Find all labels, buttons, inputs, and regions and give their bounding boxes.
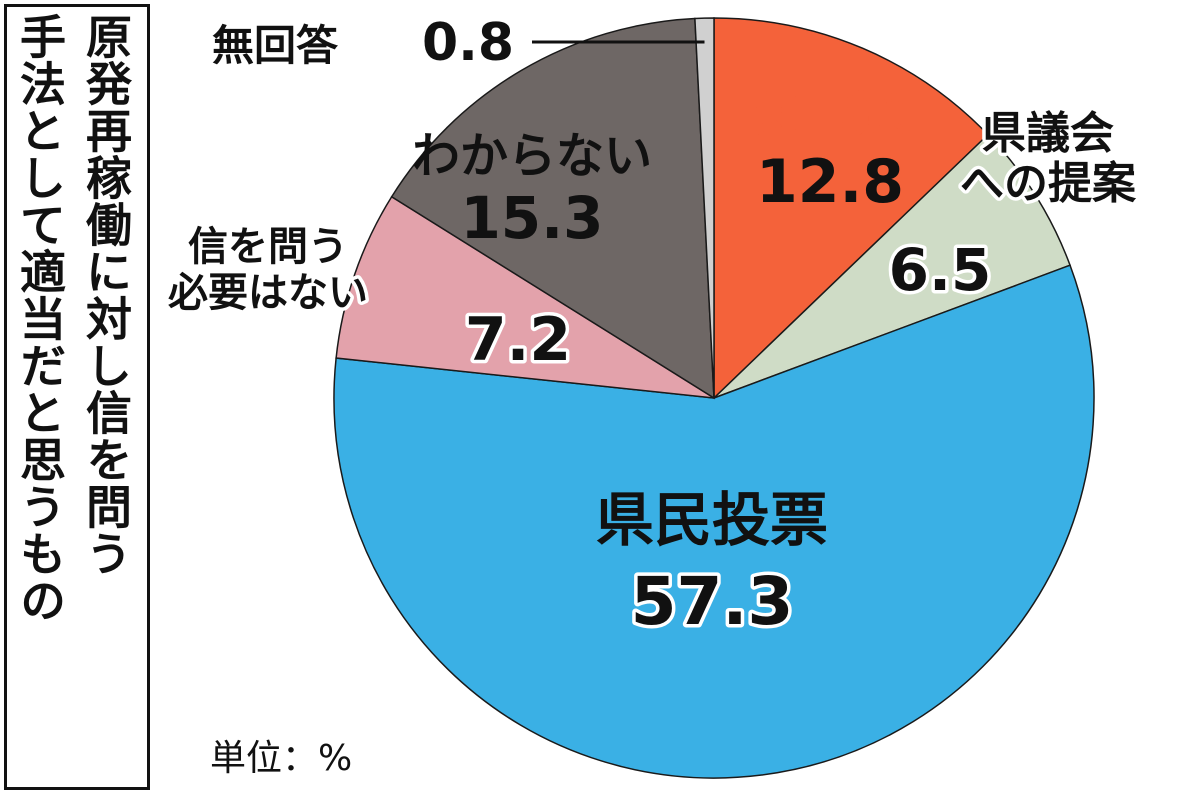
pie-slices xyxy=(333,17,1095,779)
slice-label-name-1-0: 県議会 xyxy=(982,108,1114,159)
slice-label-name-3-0: 信を問う xyxy=(188,224,348,270)
slice-label-value-4: 15.3 xyxy=(460,184,603,252)
chart-title-line-1: 原発再稼働に対し信を問う xyxy=(79,13,133,577)
slice-label-name-1-1: への提案 xyxy=(960,158,1137,209)
slice-label-name-3-1: 必要はない xyxy=(168,270,368,316)
chart-title-line-2: 手法として適当だと思うもの xyxy=(13,13,67,624)
slice-label-value-2: 57.3 xyxy=(631,563,794,640)
slice-label-name-5: 無回答 xyxy=(212,21,339,70)
slice-label-value-3: 7.2 xyxy=(465,305,571,375)
slice-label-name-0-0: 知事選 xyxy=(755,84,905,142)
unit-note: 単位：% xyxy=(210,738,352,779)
pie-slice-1 xyxy=(713,133,1072,399)
slice-label-name-4-0: わからない xyxy=(412,128,652,184)
pie-slice-5 xyxy=(694,17,715,399)
slice-label-value-1: 6.5 xyxy=(889,236,992,304)
pie-slice-3 xyxy=(335,195,715,399)
slice-label-value-0: 12.8 xyxy=(756,147,904,217)
pie-slice-2 xyxy=(333,264,1095,779)
pie-slice-0 xyxy=(713,17,989,400)
slice-label-name-2-0: 県民投票 xyxy=(596,486,828,554)
pie-slice-4 xyxy=(390,17,715,400)
chart-title-box: 原発再稼働に対し信を問う 手法として適当だと思うもの xyxy=(4,4,150,790)
slice-label-value-5: 0.8 xyxy=(422,13,514,73)
